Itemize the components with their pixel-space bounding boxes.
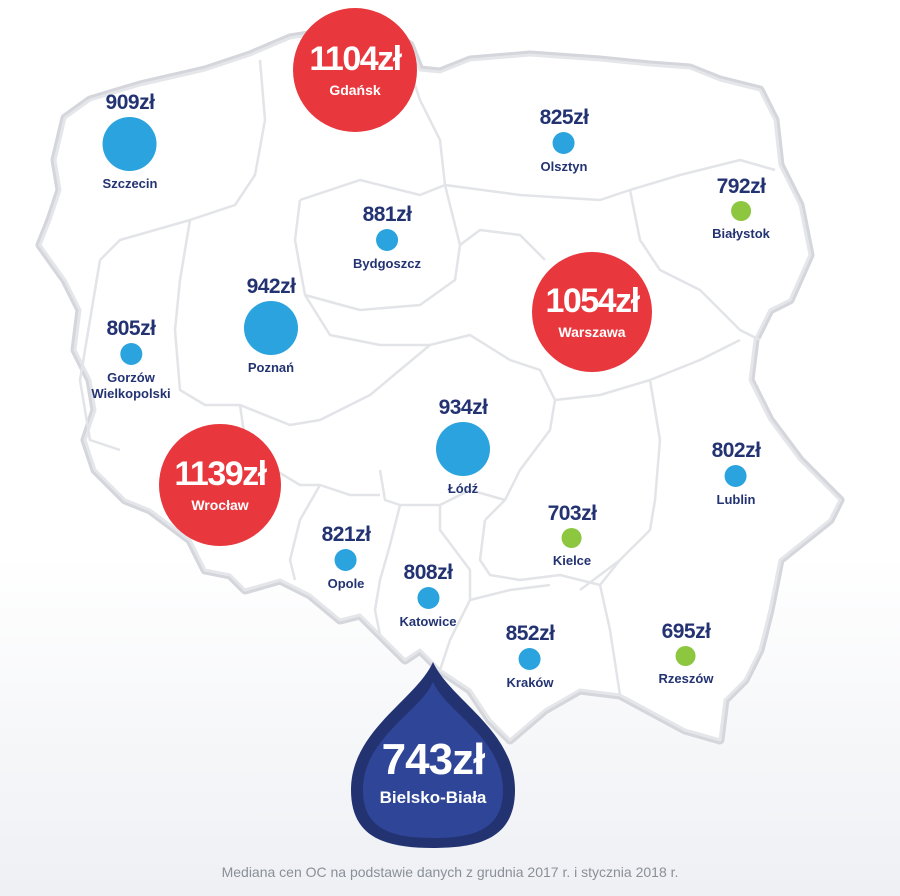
city-name: Warszawa — [558, 324, 626, 340]
city-marker-bielsko: 743zł Bielsko-Biała — [358, 738, 508, 808]
city-price: 881zł — [362, 203, 412, 226]
city-name: Katowice — [399, 614, 457, 629]
city-marker-katowice: 808zł Katowice — [399, 562, 456, 630]
bielsko-drop-inner — [363, 682, 503, 838]
price-dot — [519, 648, 541, 670]
city-name: Rzeszów — [658, 671, 714, 686]
city-price: 1139zł — [174, 455, 267, 493]
price-dot — [436, 422, 490, 476]
country-outline — [38, 26, 842, 742]
price-dot — [102, 117, 157, 171]
price-dot — [376, 229, 398, 251]
city-name: Białystok — [712, 226, 770, 241]
city-marker-warszawa: 1054zł Warszawa — [532, 252, 652, 372]
city-price: 942zł — [246, 275, 296, 298]
city-marker-krakow: 852zł Kraków — [506, 623, 555, 691]
city-name: Wrocław — [191, 497, 249, 513]
city-marker-gdansk: 1104zł Gdańsk — [293, 8, 417, 132]
city-price: 852zł — [505, 622, 555, 645]
price-dot — [416, 587, 439, 609]
city-price: 808zł — [403, 561, 453, 584]
city-price: 805zł — [106, 317, 156, 340]
city-marker-szczecin: 909zł Szczecin — [103, 92, 158, 192]
city-marker-kielce: 703zł Kielce — [548, 503, 597, 569]
city-name-line2: Wielkopolski — [91, 385, 171, 401]
city-price: 802zł — [711, 439, 761, 462]
city-marker-bydgoszcz: 881zł Bydgoszcz — [353, 204, 421, 272]
city-name: Kielce — [552, 553, 592, 568]
city-price: 825zł — [539, 106, 589, 129]
city-name: Kraków — [506, 675, 554, 690]
city-name: Lublin — [716, 492, 756, 507]
city-price: 1054zł — [545, 282, 640, 320]
city-price: 821zł — [321, 523, 371, 546]
footnote: Mediana cen OC na podstawie danych z gru… — [221, 864, 679, 880]
city-name: Gdańsk — [329, 82, 381, 98]
city-marker-bialystok: 792zł Białystok — [712, 176, 770, 242]
city-price: 792zł — [716, 175, 766, 198]
city-name: Poznań — [247, 360, 295, 375]
price-dot — [553, 132, 575, 154]
price-dot — [335, 549, 357, 571]
city-price: 703zł — [547, 502, 597, 525]
city-marker-wroclaw: 1139zł Wrocław — [159, 424, 281, 546]
city-marker-rzeszow: 695zł Rzeszów — [659, 621, 714, 687]
city-name: Olsztyn — [540, 159, 588, 174]
city-name-line1: Gorzów — [107, 370, 155, 385]
price-dot — [119, 343, 142, 365]
city-marker-gorzow: 805zł Gorzów Wielkopolski — [91, 318, 170, 401]
price-dot — [244, 301, 298, 355]
city-marker-lublin: 802zł Lublin — [712, 440, 761, 508]
city-price: 934zł — [438, 396, 488, 419]
city-price: 909zł — [105, 91, 155, 114]
price-dot — [562, 528, 582, 548]
city-marker-poznan: 942zł Poznań — [244, 276, 298, 376]
city-name: Bydgoszcz — [353, 256, 421, 271]
city-name: Szczecin — [102, 176, 158, 191]
city-name: Opole — [327, 576, 365, 591]
city-price: 1104zł — [309, 40, 402, 78]
city-price: 743zł — [381, 735, 486, 784]
province-borders — [78, 39, 776, 696]
city-price: 695zł — [661, 620, 711, 643]
city-name: Bielsko-Biała — [379, 788, 487, 807]
city-marker-opole: 821zł Opole — [322, 524, 371, 592]
city-marker-olsztyn: 825zł Olsztyn — [540, 107, 589, 175]
price-dot — [676, 646, 696, 666]
city-name: Łódź — [447, 481, 479, 496]
price-dot — [731, 201, 751, 221]
price-dot — [725, 465, 747, 487]
city-marker-lodz: 934zł Łódź — [436, 397, 490, 497]
